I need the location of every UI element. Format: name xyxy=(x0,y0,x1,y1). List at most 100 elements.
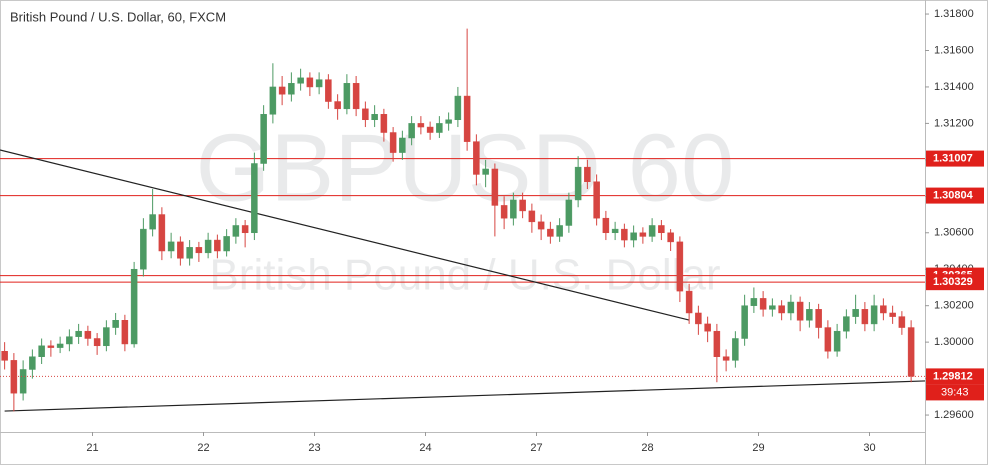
price-tag-label: 1.29812 xyxy=(933,370,973,382)
candle-body xyxy=(806,309,813,321)
candle-body xyxy=(426,126,434,133)
candle-body xyxy=(621,228,628,241)
candle-body xyxy=(186,247,193,259)
candle-body xyxy=(121,320,129,345)
candle-body xyxy=(232,225,240,237)
candle-body xyxy=(778,305,785,314)
candle-body xyxy=(537,221,545,230)
candle-body xyxy=(241,225,249,234)
candle-body xyxy=(463,95,471,142)
candle-body xyxy=(204,239,212,254)
candle-body xyxy=(389,132,397,153)
candle-body xyxy=(297,77,304,84)
candle-body xyxy=(759,298,767,310)
candle-body xyxy=(10,360,18,394)
candle-body xyxy=(547,228,554,237)
price-tag-label: 1.30804 xyxy=(933,189,974,201)
y-tick-label: 1.30000 xyxy=(934,336,974,348)
candle-body xyxy=(491,168,499,206)
candle-body xyxy=(667,232,674,243)
candle-body xyxy=(66,336,73,345)
candle-body xyxy=(84,330,92,339)
candle-body xyxy=(870,305,878,325)
candle-body xyxy=(362,108,369,121)
candle-body xyxy=(251,163,258,234)
candle-body xyxy=(454,95,462,121)
candle-body xyxy=(352,83,360,110)
candle-body xyxy=(852,309,859,317)
candle-body xyxy=(732,338,739,361)
candle-body xyxy=(325,79,332,102)
candle-body xyxy=(417,123,425,128)
candle-body xyxy=(47,345,55,348)
trend-line xyxy=(4,380,926,412)
candle-body xyxy=(630,232,637,241)
chart-title: British Pound / U.S. Dollar, 60, FXCM xyxy=(10,9,226,24)
candle-body xyxy=(269,86,277,115)
trend-line xyxy=(0,149,690,321)
candle-body xyxy=(898,316,906,328)
candle-body xyxy=(158,214,166,252)
candle-body xyxy=(223,236,230,252)
candle-body xyxy=(112,320,119,328)
candle-body xyxy=(713,330,721,357)
candle-body xyxy=(278,86,286,95)
candle-body xyxy=(602,217,610,234)
candle-body xyxy=(574,166,582,201)
candle-body xyxy=(584,166,591,182)
countdown-box xyxy=(926,384,984,401)
candle-body xyxy=(695,312,702,325)
candle-body xyxy=(75,330,82,337)
candle-body xyxy=(843,316,850,332)
y-tick-label: 1.30600 xyxy=(934,227,974,239)
y-tick-label: 1.31400 xyxy=(934,81,974,93)
x-tick-label: 23 xyxy=(308,442,320,454)
candle-body xyxy=(130,268,138,345)
candle-body xyxy=(260,114,267,164)
candle-body xyxy=(334,101,341,110)
y-tick-label: 1.30200 xyxy=(934,300,974,312)
candle-body xyxy=(880,305,887,314)
y-tick-label: 1.31800 xyxy=(934,8,974,20)
candle-body xyxy=(288,83,295,95)
price-tag-label: 1.31007 xyxy=(933,152,973,164)
x-tick-label: 21 xyxy=(86,442,98,454)
candle-body xyxy=(704,323,711,332)
candle-body xyxy=(38,345,45,357)
candle-body xyxy=(787,301,795,314)
candle-body xyxy=(380,114,388,133)
candle-body xyxy=(639,232,647,237)
candle-body xyxy=(861,309,869,325)
candle-body xyxy=(371,114,378,121)
price-tag xyxy=(926,274,984,291)
candle-body xyxy=(315,79,323,88)
candle-body xyxy=(473,141,480,175)
candle-body xyxy=(815,309,822,328)
candle-body xyxy=(907,327,915,377)
y-tick-label: 1.31200 xyxy=(934,117,974,129)
candle-body xyxy=(343,83,351,110)
candle-body xyxy=(741,305,748,339)
candle-body xyxy=(750,298,758,306)
price-tag xyxy=(926,368,984,385)
candle-body xyxy=(140,228,147,270)
x-tick-label: 22 xyxy=(197,442,209,454)
candle-body xyxy=(510,199,517,219)
candle-body xyxy=(722,356,730,361)
candle-body xyxy=(769,305,776,310)
candle-body xyxy=(399,137,406,153)
candle-body xyxy=(824,327,832,352)
candle-body xyxy=(519,199,526,212)
candle-body xyxy=(93,338,101,347)
candle-body xyxy=(658,225,665,234)
candle-body xyxy=(408,123,415,139)
candle-body xyxy=(56,343,64,348)
candle-body xyxy=(648,225,656,237)
x-tick-label: 27 xyxy=(530,442,542,454)
candle-body xyxy=(676,241,684,292)
candle-body xyxy=(500,205,508,219)
candle-body xyxy=(149,214,156,230)
y-tick-label: 1.31600 xyxy=(934,44,974,56)
